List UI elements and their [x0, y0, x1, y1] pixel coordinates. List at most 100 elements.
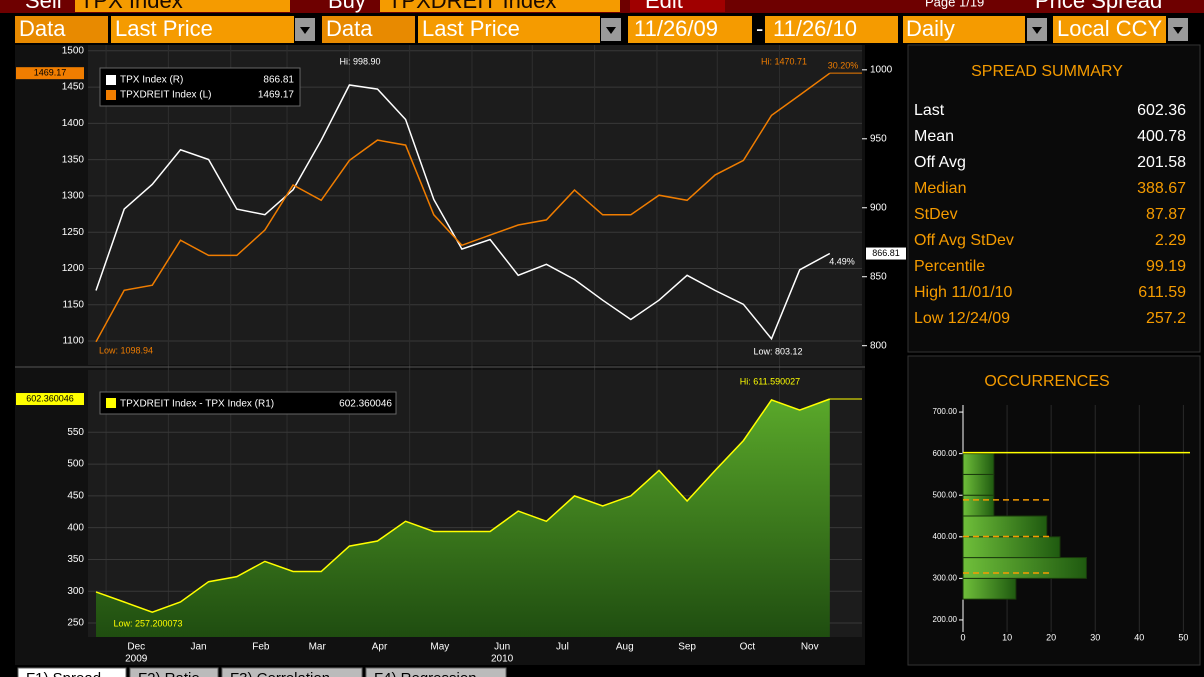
- summary-value: 2.29: [1155, 232, 1186, 249]
- legend-swatch: [106, 90, 116, 100]
- x-tick-label: 30: [1090, 632, 1100, 642]
- summary-value: 400.78: [1137, 128, 1186, 145]
- annotation: Hi: 611.590027: [740, 376, 800, 386]
- field[interactable]: [418, 16, 600, 43]
- label: Buy: [328, 0, 366, 13]
- histogram-bar: [962, 494, 995, 517]
- annotation: 4.49%: [829, 256, 855, 266]
- summary-label: Last: [914, 102, 945, 119]
- field[interactable]: [15, 16, 108, 43]
- tab-label: F3) Correlation: [230, 670, 330, 677]
- field[interactable]: [380, 0, 620, 12]
- y-tick-label: 550: [67, 427, 84, 438]
- line-series: [95, 84, 831, 341]
- field-value: TPX Index: [80, 0, 183, 13]
- view-title: Price Spread: [1035, 0, 1162, 13]
- field[interactable]: [765, 16, 898, 43]
- last-value-tag-box: [16, 67, 84, 80]
- field-value: Local CCY: [1057, 16, 1162, 41]
- y-tick-label: 1100: [62, 336, 84, 347]
- tab[interactable]: [17, 667, 127, 677]
- summary-label: High 11/01/10: [914, 284, 1013, 301]
- x-tick-label: Mar: [309, 642, 327, 653]
- histogram-panel: [907, 355, 1201, 666]
- y-tick-label: 300.00: [933, 573, 958, 582]
- annotation: Hi: 998.90: [339, 56, 380, 66]
- y-tick-label: 1250: [62, 227, 85, 238]
- y-tick-label: 1200: [62, 263, 85, 274]
- summary-label: StDev: [914, 206, 958, 223]
- y-tick-label: 1400: [62, 118, 85, 129]
- y-tick-label: 700.00: [933, 407, 958, 416]
- line-series: [95, 398, 831, 613]
- field[interactable]: [111, 16, 294, 43]
- histogram-bar: [962, 453, 995, 475]
- page-indicator: Page 1/19: [925, 0, 984, 9]
- summary-panel: [907, 44, 1201, 353]
- y-tick-label: 600.00: [933, 449, 958, 458]
- field-value: TPXDREIT Index: [388, 0, 556, 13]
- legend-value: 1469.17: [258, 90, 295, 101]
- y-tick-label: 1350: [62, 154, 85, 165]
- summary-value: 87.87: [1146, 206, 1186, 223]
- y-tick-label: 250: [67, 618, 84, 629]
- annotation: Low: 803.12: [753, 346, 802, 356]
- label: Sell: [25, 0, 62, 13]
- x-tick-label: Nov: [801, 642, 819, 653]
- legend-label: TPX Index (R): [120, 75, 183, 86]
- summary-label: Low 12/24/09: [914, 310, 1010, 327]
- y-tick-label: 400.00: [933, 532, 958, 541]
- x-tick-label: Sep: [678, 642, 696, 653]
- label: Data: [326, 16, 373, 41]
- annotation: Low: 257.200073: [113, 618, 182, 628]
- legend: [99, 67, 301, 107]
- y2-tick-label: 1000: [870, 64, 893, 75]
- field[interactable]: [903, 16, 1025, 43]
- button[interactable]: [630, 0, 725, 12]
- summary-label: Percentile: [914, 258, 985, 275]
- x-tick-label: May: [430, 642, 449, 653]
- summary-value: 611.59: [1138, 284, 1186, 301]
- summary-label: Median: [914, 180, 966, 197]
- tab-label: F2) Ratio: [138, 670, 200, 677]
- legend-label: TPXDREIT Index (L): [120, 90, 212, 101]
- x-tick-label: Jun: [494, 642, 510, 653]
- y-tick-label: 1450: [62, 82, 85, 93]
- tab[interactable]: [129, 667, 219, 677]
- field-value: 11/26/09: [634, 16, 718, 41]
- summary-value: 99.19: [1146, 258, 1186, 275]
- field[interactable]: [1053, 16, 1166, 43]
- dropdown-arrow: [606, 27, 616, 34]
- legend-label: TPXDREIT Index - TPX Index (R1): [120, 399, 274, 410]
- tab[interactable]: [365, 667, 507, 677]
- field[interactable]: [322, 16, 415, 43]
- summary-value: 201.58: [1137, 154, 1186, 171]
- button-label: Edit: [645, 0, 683, 13]
- annotation: Hi: 1470.71: [761, 56, 807, 66]
- last-value-tag: 1469.17: [34, 68, 67, 78]
- x-tick-label: 20: [1046, 632, 1056, 642]
- field-value: Daily: [906, 16, 955, 41]
- y-tick-label: 300: [67, 586, 84, 597]
- field[interactable]: [75, 0, 290, 12]
- field[interactable]: [628, 16, 752, 43]
- y-tick-label: 1150: [62, 299, 84, 310]
- x-tick-label: Jul: [556, 642, 569, 653]
- x-tick-label: 10: [1002, 632, 1012, 642]
- line-series: [95, 72, 831, 343]
- x-tick-label: 40: [1134, 632, 1144, 642]
- field-value: Last Price: [422, 16, 520, 41]
- x-tick-label: Feb: [252, 642, 270, 653]
- dropdown-arrow: [300, 27, 310, 34]
- legend-value: 602.360046: [339, 399, 392, 410]
- histogram-bar: [962, 536, 1061, 559]
- histogram-bar: [962, 557, 1087, 579]
- tab[interactable]: [221, 667, 363, 677]
- annotation: Low: 1098.94: [99, 345, 153, 355]
- x-year-label: 2010: [491, 654, 514, 665]
- y2-tick-label: 950: [870, 133, 887, 144]
- legend: [99, 391, 397, 415]
- field-value: 11/26/10: [773, 16, 857, 41]
- y-tick-label: 500.00: [933, 490, 958, 499]
